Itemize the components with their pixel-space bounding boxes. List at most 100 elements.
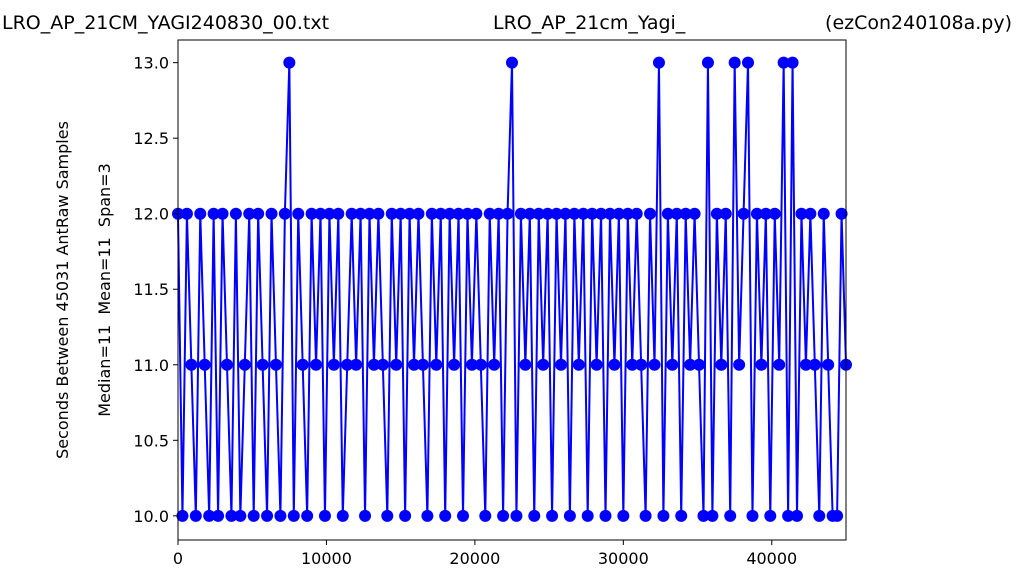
y-tick-label: 11.5 <box>133 280 169 299</box>
data-point <box>733 358 746 371</box>
data-point <box>336 509 349 522</box>
data-point <box>390 358 403 371</box>
data-point <box>599 509 612 522</box>
x-tick-label: 40000 <box>746 549 797 568</box>
data-point <box>603 207 616 220</box>
y-tick-label: 12.0 <box>133 205 169 224</box>
title-right: (ezCon240108a.py) <box>825 12 1012 34</box>
data-point <box>220 358 233 371</box>
y-axis-label: Seconds Between 45031 AntRaw Samples <box>53 121 72 459</box>
data-point <box>675 509 688 522</box>
data-point <box>581 509 594 522</box>
data-point <box>292 207 305 220</box>
data-point <box>755 358 768 371</box>
data-point <box>822 358 835 371</box>
data-point <box>537 358 550 371</box>
data-point <box>595 207 608 220</box>
data-point <box>568 207 581 220</box>
data-point <box>425 207 438 220</box>
x-tick-label: 10000 <box>301 549 352 568</box>
data-point <box>470 207 483 220</box>
data-point <box>612 207 625 220</box>
data-point <box>488 358 501 371</box>
data-point <box>287 509 300 522</box>
data-point <box>813 509 826 522</box>
data-point <box>372 207 385 220</box>
y-tick-label: 10.0 <box>133 507 169 526</box>
data-point <box>194 207 207 220</box>
data-point <box>590 358 603 371</box>
data-point <box>341 358 354 371</box>
data-point <box>376 358 389 371</box>
data-point <box>679 207 692 220</box>
plot-area <box>172 56 852 522</box>
data-point <box>719 207 732 220</box>
data-point <box>403 207 416 220</box>
data-point <box>212 509 225 522</box>
data-point <box>412 207 425 220</box>
data-point <box>750 207 763 220</box>
data-point <box>626 358 639 371</box>
data-point <box>759 207 772 220</box>
data-point <box>385 207 398 220</box>
data-point <box>835 207 848 220</box>
data-point <box>479 509 492 522</box>
data-point <box>261 509 274 522</box>
data-point <box>817 207 830 220</box>
data-point <box>777 56 790 69</box>
data-point <box>310 358 323 371</box>
data-point <box>180 207 193 220</box>
data-point <box>635 358 648 371</box>
data-point <box>764 509 777 522</box>
data-point <box>408 358 421 371</box>
data-point <box>715 358 728 371</box>
data-point <box>782 509 795 522</box>
data-point <box>799 358 812 371</box>
data-point <box>252 207 265 220</box>
data-point <box>577 207 590 220</box>
data-point <box>399 509 412 522</box>
data-point <box>804 207 817 220</box>
data-point <box>831 509 844 522</box>
x-tick-label: 30000 <box>598 549 649 568</box>
data-point <box>332 207 345 220</box>
data-point <box>808 358 821 371</box>
data-point <box>345 207 358 220</box>
data-point <box>452 207 465 220</box>
data-point <box>350 358 363 371</box>
data-point <box>497 509 510 522</box>
data-point <box>746 509 759 522</box>
data-point <box>363 207 376 220</box>
data-point <box>265 207 278 220</box>
data-point <box>256 358 269 371</box>
data-point <box>381 509 394 522</box>
data-point <box>706 509 719 522</box>
data-point <box>465 358 478 371</box>
data-point <box>550 207 563 220</box>
data-point <box>234 509 247 522</box>
data-point <box>773 358 786 371</box>
data-point <box>648 358 661 371</box>
data-point <box>742 56 755 69</box>
y-tick-label: 10.5 <box>133 431 169 450</box>
data-point <box>724 509 737 522</box>
data-point <box>795 207 808 220</box>
data-point <box>318 509 331 522</box>
data-point <box>661 207 674 220</box>
data-point <box>185 358 198 371</box>
x-tick-label: 20000 <box>449 549 500 568</box>
data-point <box>514 207 527 220</box>
data-point <box>652 56 665 69</box>
data-point <box>247 509 260 522</box>
data-point <box>608 358 621 371</box>
x-tick-label: 0 <box>173 549 183 568</box>
data-point <box>791 509 804 522</box>
data-point <box>572 358 585 371</box>
data-point <box>644 207 657 220</box>
data-point <box>639 509 652 522</box>
data-point <box>630 207 643 220</box>
data-point <box>523 207 536 220</box>
data-point <box>367 358 380 371</box>
data-point <box>666 358 679 371</box>
data-point <box>546 509 559 522</box>
